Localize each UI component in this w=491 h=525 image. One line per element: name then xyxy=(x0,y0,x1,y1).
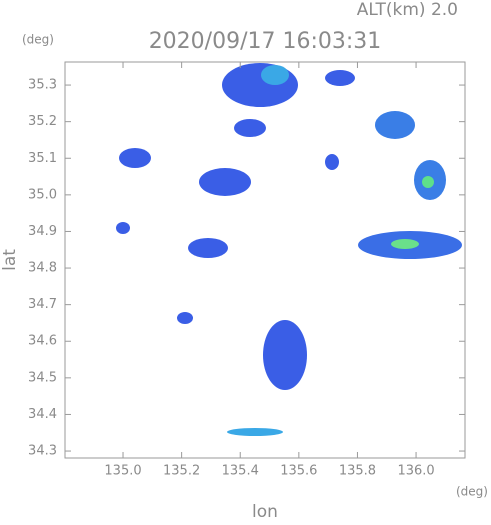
y-tick-label: 34.4 xyxy=(28,407,57,422)
y-tick-label: 34.7 xyxy=(28,297,57,312)
y-tick-label: 35.2 xyxy=(28,114,57,129)
y-tick-label: 34.9 xyxy=(28,224,57,239)
y-axis-label: lat xyxy=(0,249,20,271)
echo xyxy=(325,70,355,86)
y-unit: (deg) xyxy=(22,33,54,47)
chart-title: 2020/09/17 16:03:31 xyxy=(149,29,382,54)
x-axis-label: lon xyxy=(252,502,278,521)
x-tick-label: 135.4 xyxy=(222,464,259,479)
x-tick-label: 135.0 xyxy=(104,464,141,479)
echoes xyxy=(116,63,462,436)
echo xyxy=(177,312,193,324)
y-tick-label: 35.1 xyxy=(28,151,57,166)
y-tick-label: 35.3 xyxy=(28,78,57,93)
y-tick-label: 34.8 xyxy=(28,261,57,276)
echo xyxy=(234,119,266,137)
x-tick-label: 135.2 xyxy=(163,464,200,479)
x-unit: (deg) xyxy=(456,485,488,499)
echo xyxy=(422,176,434,188)
echo xyxy=(325,154,339,170)
y-tick-label: 34.6 xyxy=(28,334,57,349)
echo xyxy=(116,222,130,234)
plot-frame xyxy=(64,61,466,459)
x-tick-label: 136.0 xyxy=(397,464,434,479)
y-tick-label: 35.0 xyxy=(28,187,57,202)
echo xyxy=(227,428,283,436)
echo xyxy=(188,238,228,258)
echo xyxy=(375,111,415,139)
x-tick-label: 135.6 xyxy=(280,464,317,479)
y-tick-label: 34.5 xyxy=(28,370,57,385)
echo xyxy=(199,168,251,196)
echo xyxy=(263,320,307,390)
echo xyxy=(119,148,151,168)
y-tick-label: 34.3 xyxy=(28,444,57,459)
x-tick-label: 135.8 xyxy=(339,464,376,479)
echo xyxy=(261,65,289,85)
echo xyxy=(391,239,419,249)
altitude-label: ALT(km) 2.0 xyxy=(357,0,458,20)
